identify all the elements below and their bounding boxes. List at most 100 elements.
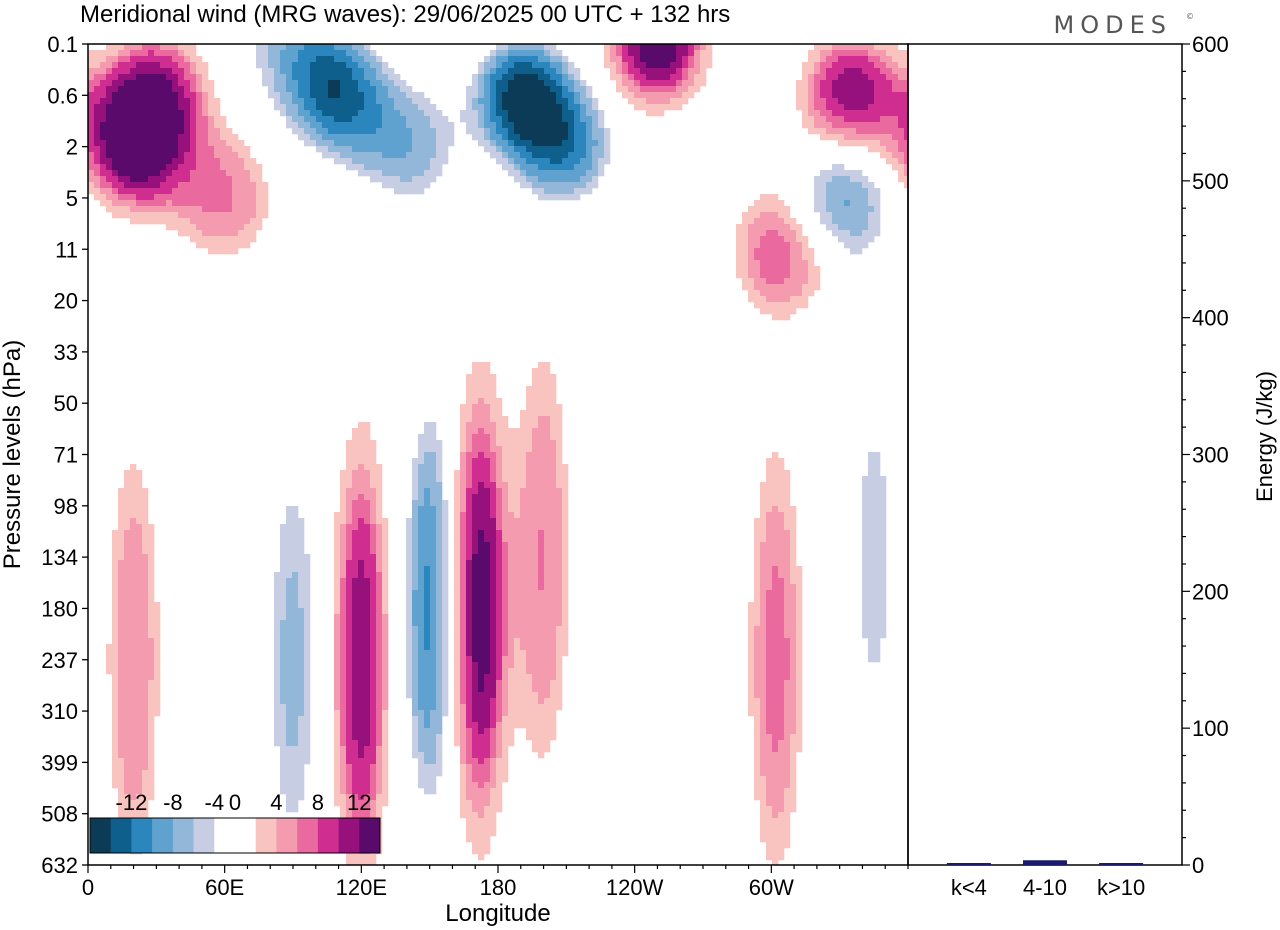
field-cell [298,524,305,531]
field-cell [466,500,473,507]
field-cell [442,632,449,639]
field-cell [862,548,869,555]
field-cell [136,470,143,477]
field-cell [562,176,569,183]
field-cell [784,236,791,243]
field-cell [472,458,479,465]
field-cell [418,650,425,657]
field-cell [532,632,539,639]
field-cell [112,164,119,171]
field-cell [562,590,569,597]
field-cell [292,668,299,675]
field-cell [520,608,527,615]
field-cell [334,638,341,645]
field-cell [850,68,857,75]
field-cell [130,548,137,555]
field-cell [868,146,875,153]
field-cell [376,56,383,63]
field-cell [400,86,407,93]
field-cell [238,182,245,189]
field-cell [514,584,521,591]
field-cell [460,536,467,543]
field-cell [550,92,557,99]
field-cell [118,542,125,549]
field-cell [796,656,803,663]
field-cell [196,68,203,75]
field-cell [538,632,545,639]
field-cell [760,554,767,561]
field-cell [370,92,377,99]
field-cell [130,530,137,537]
field-cell [142,566,149,573]
field-cell [364,434,371,441]
field-cell [814,122,821,129]
field-cell [772,638,779,645]
field-cell [748,668,755,675]
field-cell [832,116,839,123]
field-cell [850,116,857,123]
field-cell [340,494,347,501]
field-cell [436,602,443,609]
field-cell [274,614,281,621]
field-cell [520,662,527,669]
field-cell [814,278,821,285]
field-cell [550,644,557,651]
field-cell [142,626,149,633]
field-cell [628,50,635,57]
field-cell [106,68,113,75]
field-cell [382,62,389,69]
field-cell [514,476,521,483]
field-cell [466,428,473,435]
field-cell [514,140,521,147]
field-cell [184,170,191,177]
field-cell [484,452,491,459]
field-cell [352,602,359,609]
field-cell [442,152,449,159]
field-cell [136,50,143,57]
field-cell [550,188,557,195]
field-cell [874,554,881,561]
field-cell [358,662,365,669]
field-cell [382,578,389,585]
field-cell [418,554,425,561]
field-cell [118,548,125,555]
field-cell [418,644,425,651]
field-cell [484,536,491,543]
field-cell [790,542,797,549]
field-cell [352,656,359,663]
field-cell [502,86,509,93]
field-cell [334,512,341,519]
field-cell [304,92,311,99]
field-cell [370,518,377,525]
field-cell [880,110,887,117]
field-cell [142,662,149,669]
field-cell [412,122,419,129]
field-cell [304,686,311,693]
field-cell [772,614,779,621]
field-cell [550,554,557,561]
field-cell [526,122,533,129]
field-cell [340,50,347,57]
field-cell [370,494,377,501]
field-cell [412,152,419,159]
field-cell [352,428,359,435]
field-cell [790,554,797,561]
field-cell [136,140,143,147]
field-cell [880,92,887,99]
field-cell [766,470,773,477]
field-cell [424,686,431,693]
field-cell [220,176,227,183]
field-cell [778,266,785,273]
field-cell [142,536,149,543]
field-cell [244,218,251,225]
field-cell [88,140,95,147]
field-cell [94,140,101,147]
field-cell [370,566,377,573]
field-cell [472,656,479,663]
field-cell [106,164,113,171]
field-cell [340,566,347,573]
field-cell [466,416,473,423]
field-cell [334,566,341,573]
field-cell [568,74,575,81]
field-cell [766,500,773,507]
